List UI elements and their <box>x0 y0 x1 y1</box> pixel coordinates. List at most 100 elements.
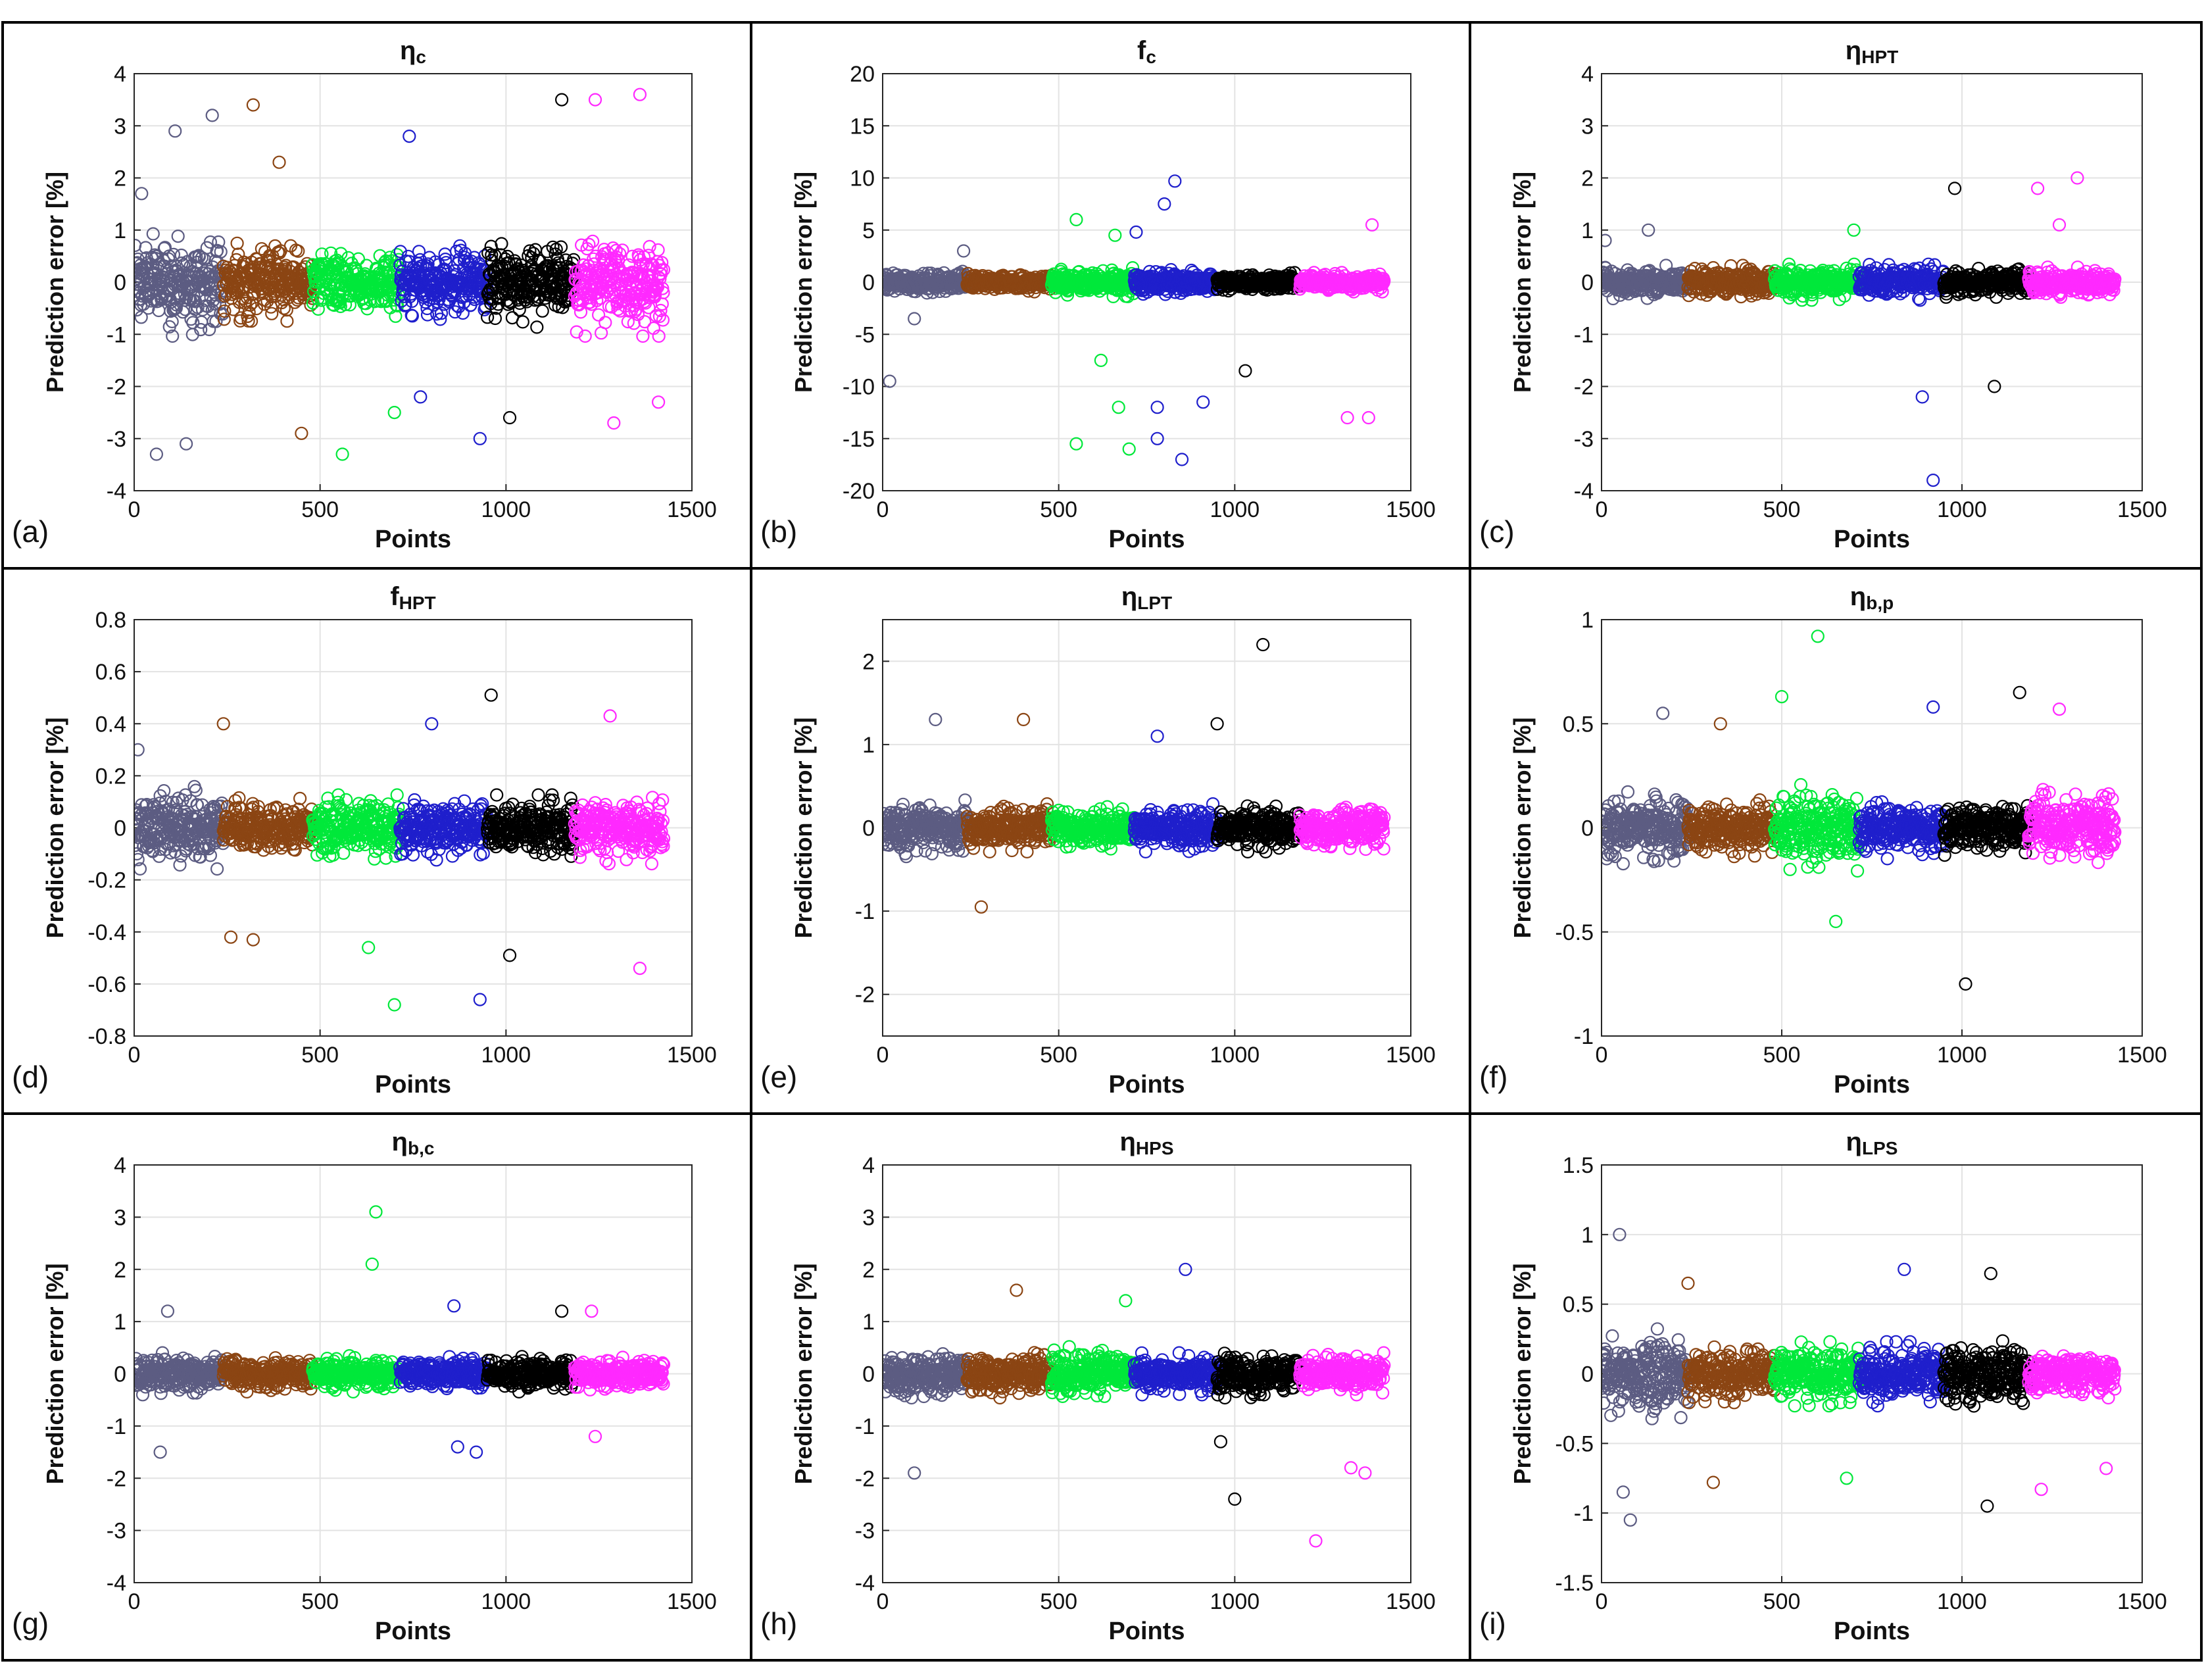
outlier-point <box>1602 234 1612 247</box>
outlier-point <box>651 395 666 409</box>
data-point <box>193 850 207 864</box>
data-point <box>210 862 224 876</box>
data-point <box>638 315 652 329</box>
x-axis-label: Points <box>1834 526 1910 553</box>
data-point <box>305 291 319 305</box>
data-point <box>501 249 514 263</box>
data-point <box>134 862 147 876</box>
data-point <box>399 298 412 312</box>
outlier-points <box>883 174 1379 466</box>
panel-title: ηHPT <box>1846 36 1898 67</box>
y-tick-label: 0 <box>1581 270 1594 295</box>
data-point <box>434 307 449 320</box>
outlier-points <box>135 87 666 461</box>
data-point <box>589 249 602 263</box>
outlier-point <box>633 87 647 101</box>
y-tick-label: 15 <box>850 114 875 139</box>
data-point <box>546 240 560 254</box>
data-point <box>652 329 666 343</box>
outlier-point <box>607 416 621 430</box>
outlier-point <box>908 312 921 326</box>
data-points <box>883 174 1391 466</box>
x-tick-label: 1500 <box>667 497 717 522</box>
panel-title-main: η <box>400 36 416 65</box>
outlier-point <box>956 244 971 258</box>
data-point <box>190 255 204 269</box>
series-5 <box>1937 262 2035 304</box>
data-point <box>351 252 366 266</box>
x-tick-label: 1500 <box>667 1043 717 1068</box>
outlier-point <box>1094 353 1108 368</box>
series-3 <box>1044 261 1141 303</box>
outlier-point <box>403 130 416 143</box>
data-point <box>1848 257 1861 271</box>
data-point <box>280 314 294 328</box>
outlier-point <box>168 124 182 138</box>
data-points <box>134 87 671 461</box>
series-2 <box>216 791 319 857</box>
data-point <box>360 302 374 316</box>
series-6 <box>2022 260 2122 304</box>
y-tick-label: -2 <box>107 375 126 400</box>
y-tick-label: 0.8 <box>95 608 126 633</box>
panel-b: 0 500 1000 1500-20-15-10-505101520fcPointsP… <box>750 21 1471 570</box>
series-4 <box>1127 262 1224 301</box>
y-tick-label: -1 <box>1574 322 1594 347</box>
outlier-point <box>295 426 308 440</box>
y-tick-label: 0.4 <box>95 712 126 737</box>
y-tick-label: 0 <box>862 270 875 295</box>
y-axis-label: Prediction error [%] <box>41 172 68 393</box>
data-points <box>1602 171 2122 487</box>
outlier-point <box>1642 223 1655 237</box>
outlier-point <box>554 93 569 107</box>
data-point <box>258 245 272 259</box>
series-2 <box>1681 259 1781 304</box>
data-point <box>405 309 420 323</box>
data-point <box>217 312 231 326</box>
outlier-point <box>272 155 286 169</box>
outlier-point <box>502 410 517 425</box>
y-tick-label: 5 <box>862 218 875 243</box>
data-point <box>401 249 415 263</box>
panel-title: fc <box>1137 36 1156 67</box>
data-point <box>180 291 193 305</box>
y-tick-label: -0.4 <box>87 920 126 945</box>
outlier-point <box>1947 182 1962 195</box>
x-tick-label: 500 <box>301 497 339 522</box>
data-point <box>189 783 203 797</box>
data-point <box>554 240 568 254</box>
data-point <box>616 243 629 257</box>
series-1 <box>134 227 230 343</box>
data-point <box>456 306 470 320</box>
y-tick-label: -2 <box>1574 375 1594 400</box>
data-point <box>504 296 518 310</box>
outlier-points <box>1602 171 2084 487</box>
x-tick-label: 1000 <box>481 497 531 522</box>
panel-title-main: η <box>1846 36 1861 65</box>
data-point <box>570 325 583 339</box>
data-point <box>582 237 596 251</box>
data-point <box>433 312 447 326</box>
data-point <box>488 311 502 326</box>
outlier-point <box>149 447 163 461</box>
y-tick-label: 0.2 <box>95 764 126 789</box>
data-point <box>214 245 228 259</box>
panel-title-main: f <box>1137 36 1146 65</box>
data-point <box>185 810 199 824</box>
data-point <box>203 322 216 337</box>
outlier-point <box>2070 171 2084 185</box>
data-point <box>186 316 200 330</box>
data-point <box>1894 287 1907 301</box>
outlier-point <box>1988 380 2001 393</box>
data-point <box>391 253 406 266</box>
data-point <box>613 247 627 260</box>
data-point <box>585 234 600 248</box>
x-tick-label: 500 <box>1040 497 1077 522</box>
series-5 <box>480 237 581 334</box>
y-tick-label: 4 <box>114 62 126 87</box>
data-point <box>420 308 435 322</box>
series-3 <box>1767 257 1866 307</box>
data-point <box>246 801 260 814</box>
data-point <box>171 230 185 243</box>
